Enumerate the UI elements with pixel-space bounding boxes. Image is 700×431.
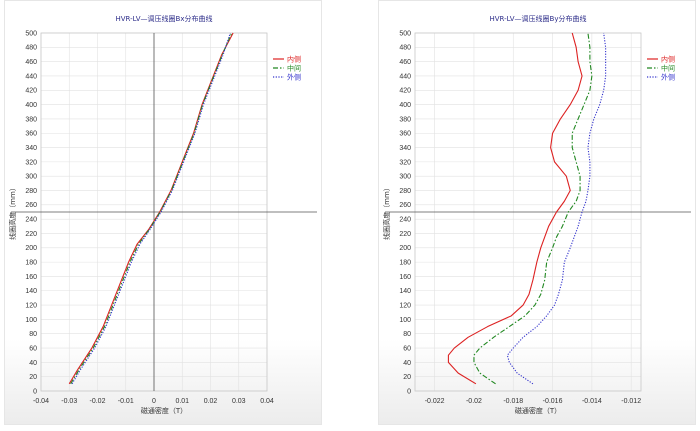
x-tick-label: 0 (152, 398, 156, 405)
y-tick-label: 400 (399, 102, 411, 109)
y-tick-label: 460 (25, 59, 37, 66)
y-tick-label: 0 (407, 388, 411, 395)
y-tick-label: 260 (399, 202, 411, 209)
bx-chart-panel: HVR-LV—调压线圈Bx分布曲线 磁通密度（T） 0 20 40 60 80 100 12… (4, 0, 322, 425)
y-tick-label: 100 (25, 317, 37, 324)
y-tick-label: 260 (25, 202, 37, 209)
legend-label: 中间 (661, 64, 675, 73)
x-tick-label: 0.01 (175, 398, 189, 405)
series-line-2 (473, 32, 593, 385)
y-tick-label: 480 (25, 45, 37, 52)
y-tick-label: 80 (29, 331, 37, 338)
y-tick-label: 160 (25, 274, 37, 281)
y-tick-label: 220 (399, 231, 411, 238)
x-tick-label: -0.018 (503, 398, 523, 405)
y-tick-label: 160 (399, 274, 411, 281)
x-tick-label: -0.01 (118, 398, 134, 405)
y-tick-label: 440 (399, 73, 411, 80)
y-tick-label: 120 (399, 302, 411, 309)
y-tick-label: 240 (399, 217, 411, 224)
legend-label: 外侧 (661, 73, 675, 82)
x-tick-label: -0.02 (90, 398, 106, 405)
x-axis-label: 磁通密度（T） (515, 406, 561, 415)
y-tick-label: 420 (25, 88, 37, 95)
y-tick-label: 280 (399, 188, 411, 195)
x-tick-label: -0.02 (466, 398, 482, 405)
y-tick-label: 320 (25, 159, 37, 166)
y-tick-label: 360 (399, 131, 411, 138)
y-tick-label: 20 (403, 374, 411, 381)
y-tick-label: 180 (399, 260, 411, 267)
y-tick-label: 80 (403, 331, 411, 338)
y-tick-label: 100 (399, 317, 411, 324)
x-tick-label: -0.022 (425, 398, 445, 405)
y-tick-label: 340 (25, 145, 37, 152)
y-tick-label: 220 (25, 231, 37, 238)
x-tick-label: -0.03 (61, 398, 77, 405)
y-tick-label: 140 (399, 288, 411, 295)
x-tick-label: -0.014 (582, 398, 602, 405)
series-line-2 (70, 32, 233, 385)
legend-label: 内侧 (287, 55, 301, 64)
x-tick-label: 0.03 (232, 398, 246, 405)
y-tick-label: 480 (399, 45, 411, 52)
y-tick-label: 40 (403, 360, 411, 367)
y-tick-label: 60 (29, 345, 37, 352)
y-tick-label: 140 (25, 288, 37, 295)
y-tick-label: 180 (25, 260, 37, 267)
legend-label: 中间 (287, 64, 301, 73)
y-axis-label: 线圈高度（mm） (382, 184, 391, 240)
y-tick-label: 200 (25, 245, 37, 252)
chart-title: HVR-LV—调压线圈Bx分布曲线 (115, 14, 212, 23)
y-tick-label: 420 (399, 88, 411, 95)
y-tick-label: 400 (25, 102, 37, 109)
y-tick-label: 500 (399, 30, 411, 37)
x-tick-label: 0.04 (260, 398, 274, 405)
bx-chart: HVR-LV—调压线圈Bx分布曲线 磁通密度（T） 0 20 40 60 80 100 12… (8, 14, 317, 415)
y-tick-label: 200 (399, 245, 411, 252)
y-tick-label: 60 (403, 345, 411, 352)
series-line-1 (447, 32, 583, 385)
y-axis-label: 线圈高度（mm） (8, 184, 17, 240)
series-line-3 (506, 32, 607, 385)
x-tick-label: -0.012 (621, 398, 641, 405)
y-tick-label: 240 (25, 217, 37, 224)
y-tick-label: 0 (33, 388, 37, 395)
y-tick-label: 320 (399, 159, 411, 166)
y-tick-label: 300 (399, 174, 411, 181)
legend-label: 内侧 (661, 55, 675, 64)
by-chart-panel: HVR-LV—调压线圈By分布曲线 磁通密度（T） 0 20 40 60 80 100 12… (378, 0, 696, 425)
y-tick-label: 280 (25, 188, 37, 195)
y-tick-label: 40 (29, 360, 37, 367)
series-line-3 (71, 32, 231, 385)
y-tick-label: 360 (25, 131, 37, 138)
y-tick-label: 500 (25, 30, 37, 37)
y-tick-label: 380 (399, 116, 411, 123)
x-axis-label: 磁通密度（T） (141, 406, 187, 415)
x-tick-label: -0.04 (33, 398, 49, 405)
legend-label: 外侧 (287, 73, 301, 82)
y-tick-label: 440 (25, 73, 37, 80)
x-tick-label: -0.016 (543, 398, 563, 405)
by-chart: HVR-LV—调压线圈By分布曲线 磁通密度（T） 0 20 40 60 80 100 12… (382, 14, 691, 415)
chart-title: HVR-LV—调压线圈By分布曲线 (489, 14, 586, 23)
y-tick-label: 20 (29, 374, 37, 381)
series-line-1 (68, 32, 234, 385)
y-tick-label: 340 (399, 145, 411, 152)
y-tick-label: 380 (25, 116, 37, 123)
y-tick-label: 460 (399, 59, 411, 66)
x-tick-label: 0.02 (204, 398, 218, 405)
y-tick-label: 300 (25, 174, 37, 181)
y-tick-label: 120 (25, 302, 37, 309)
